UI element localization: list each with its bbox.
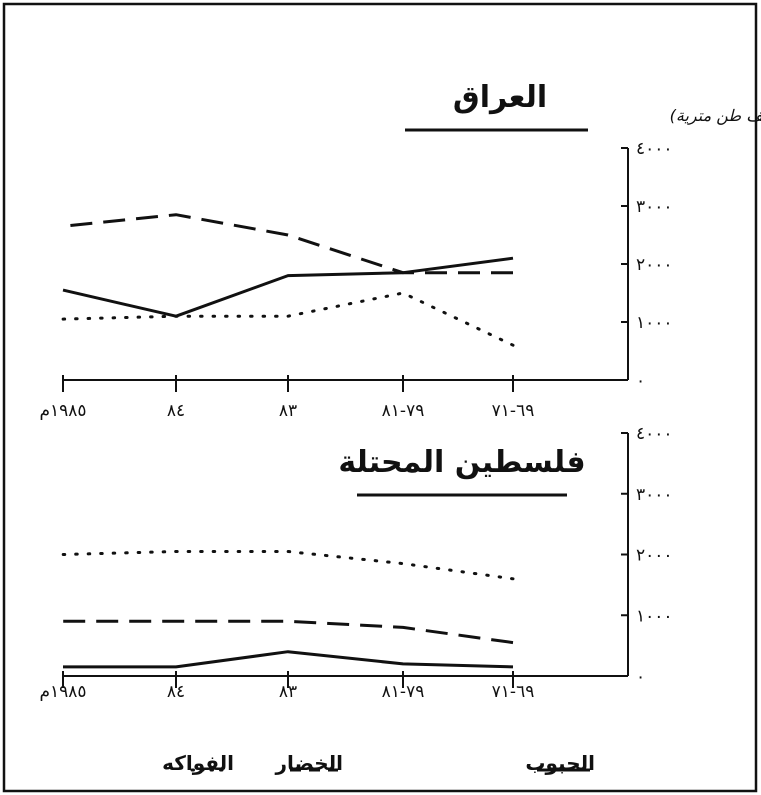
- axes-iraq: ٤٠٠٠ ٣٠٠٠ ٢٠٠٠ ١٠٠٠ ٠ ٦٩-٧١ ٧٩-٨١ ٨٣ ٨٤ ١٩٨٥م: [39, 139, 672, 421]
- legend-label-fruits: الفواكه: [162, 751, 234, 775]
- y-tick-label: ٢٠٠٠: [636, 546, 673, 566]
- plot-area-iraq: [61, 213, 515, 347]
- legend-label-grains: الحبوب: [525, 751, 595, 775]
- x-tick-label: ٧٩-٨١: [382, 401, 425, 421]
- legend-label-vegetables: الخضار: [274, 751, 343, 775]
- y-tick-label: ٣٠٠٠: [636, 485, 673, 505]
- series-line-dotted: [61, 550, 515, 581]
- chart-title-iraq: العراق: [453, 80, 547, 115]
- y-tick-label: ٤٠٠٠: [636, 139, 673, 159]
- x-tick-label: ١٩٨٥م: [39, 682, 86, 702]
- series-line-dashed: [63, 619, 514, 645]
- unit-label: (ألف طن مترية): [670, 105, 761, 125]
- chart-title-palestine: فلسطين المحتلة: [338, 445, 585, 480]
- axes-palestine: ٤٠٠٠ ٣٠٠٠ ٢٠٠٠ ١٠٠٠ ٠ ٦٩-٧١ ٧٩-٨١ ٨٣ ٨٤ ١٩٨٥م: [39, 424, 672, 702]
- x-tick-label: ٨٤: [167, 401, 185, 421]
- chart-palestine: فلسطين المحتلة ٤٠٠٠ ٣٠٠٠ ٢٠٠٠ ١٠٠٠ ٠ ٦٩-٧١ ٧٩-…: [39, 424, 672, 702]
- y-tick-label: ١٠٠٠: [636, 606, 673, 626]
- y-tick-label: ٤٠٠٠: [636, 424, 673, 444]
- legend: الحبوب الخضار الفواكه: [162, 751, 595, 775]
- series-line-dashed: [62, 213, 513, 275]
- x-tick-label: ٧٩-٨١: [382, 682, 425, 702]
- chart-iraq: العراق ٤٠٠٠ ٣٠٠٠ ٢٠٠٠ ١٠٠٠ ٠ ٦٩-٧١ ٧٩-٨١ ٨٣ ٨٤ ١٩…: [39, 80, 672, 421]
- series-line-solid: [62, 256, 514, 318]
- x-tick-label: ١٩٨٥م: [39, 401, 86, 421]
- x-tick-label: ٨٤: [167, 682, 185, 702]
- plot-area-palestine: [61, 550, 515, 669]
- y-tick-label: ٣٠٠٠: [636, 197, 673, 217]
- x-tick-label: ٨٣: [279, 401, 297, 421]
- x-tick-label: ٨٣: [279, 682, 297, 702]
- y-tick-label: ٠: [636, 371, 645, 391]
- y-tick-label: ٢٠٠٠: [636, 255, 673, 275]
- y-tick-label: ٠: [636, 667, 645, 687]
- series-line-dotted: [61, 291, 515, 347]
- x-tick-label: ٦٩-٧١: [492, 682, 535, 702]
- series-line-solid: [63, 650, 514, 669]
- x-tick-label: ٦٩-٧١: [492, 401, 535, 421]
- y-tick-label: ١٠٠٠: [636, 313, 673, 333]
